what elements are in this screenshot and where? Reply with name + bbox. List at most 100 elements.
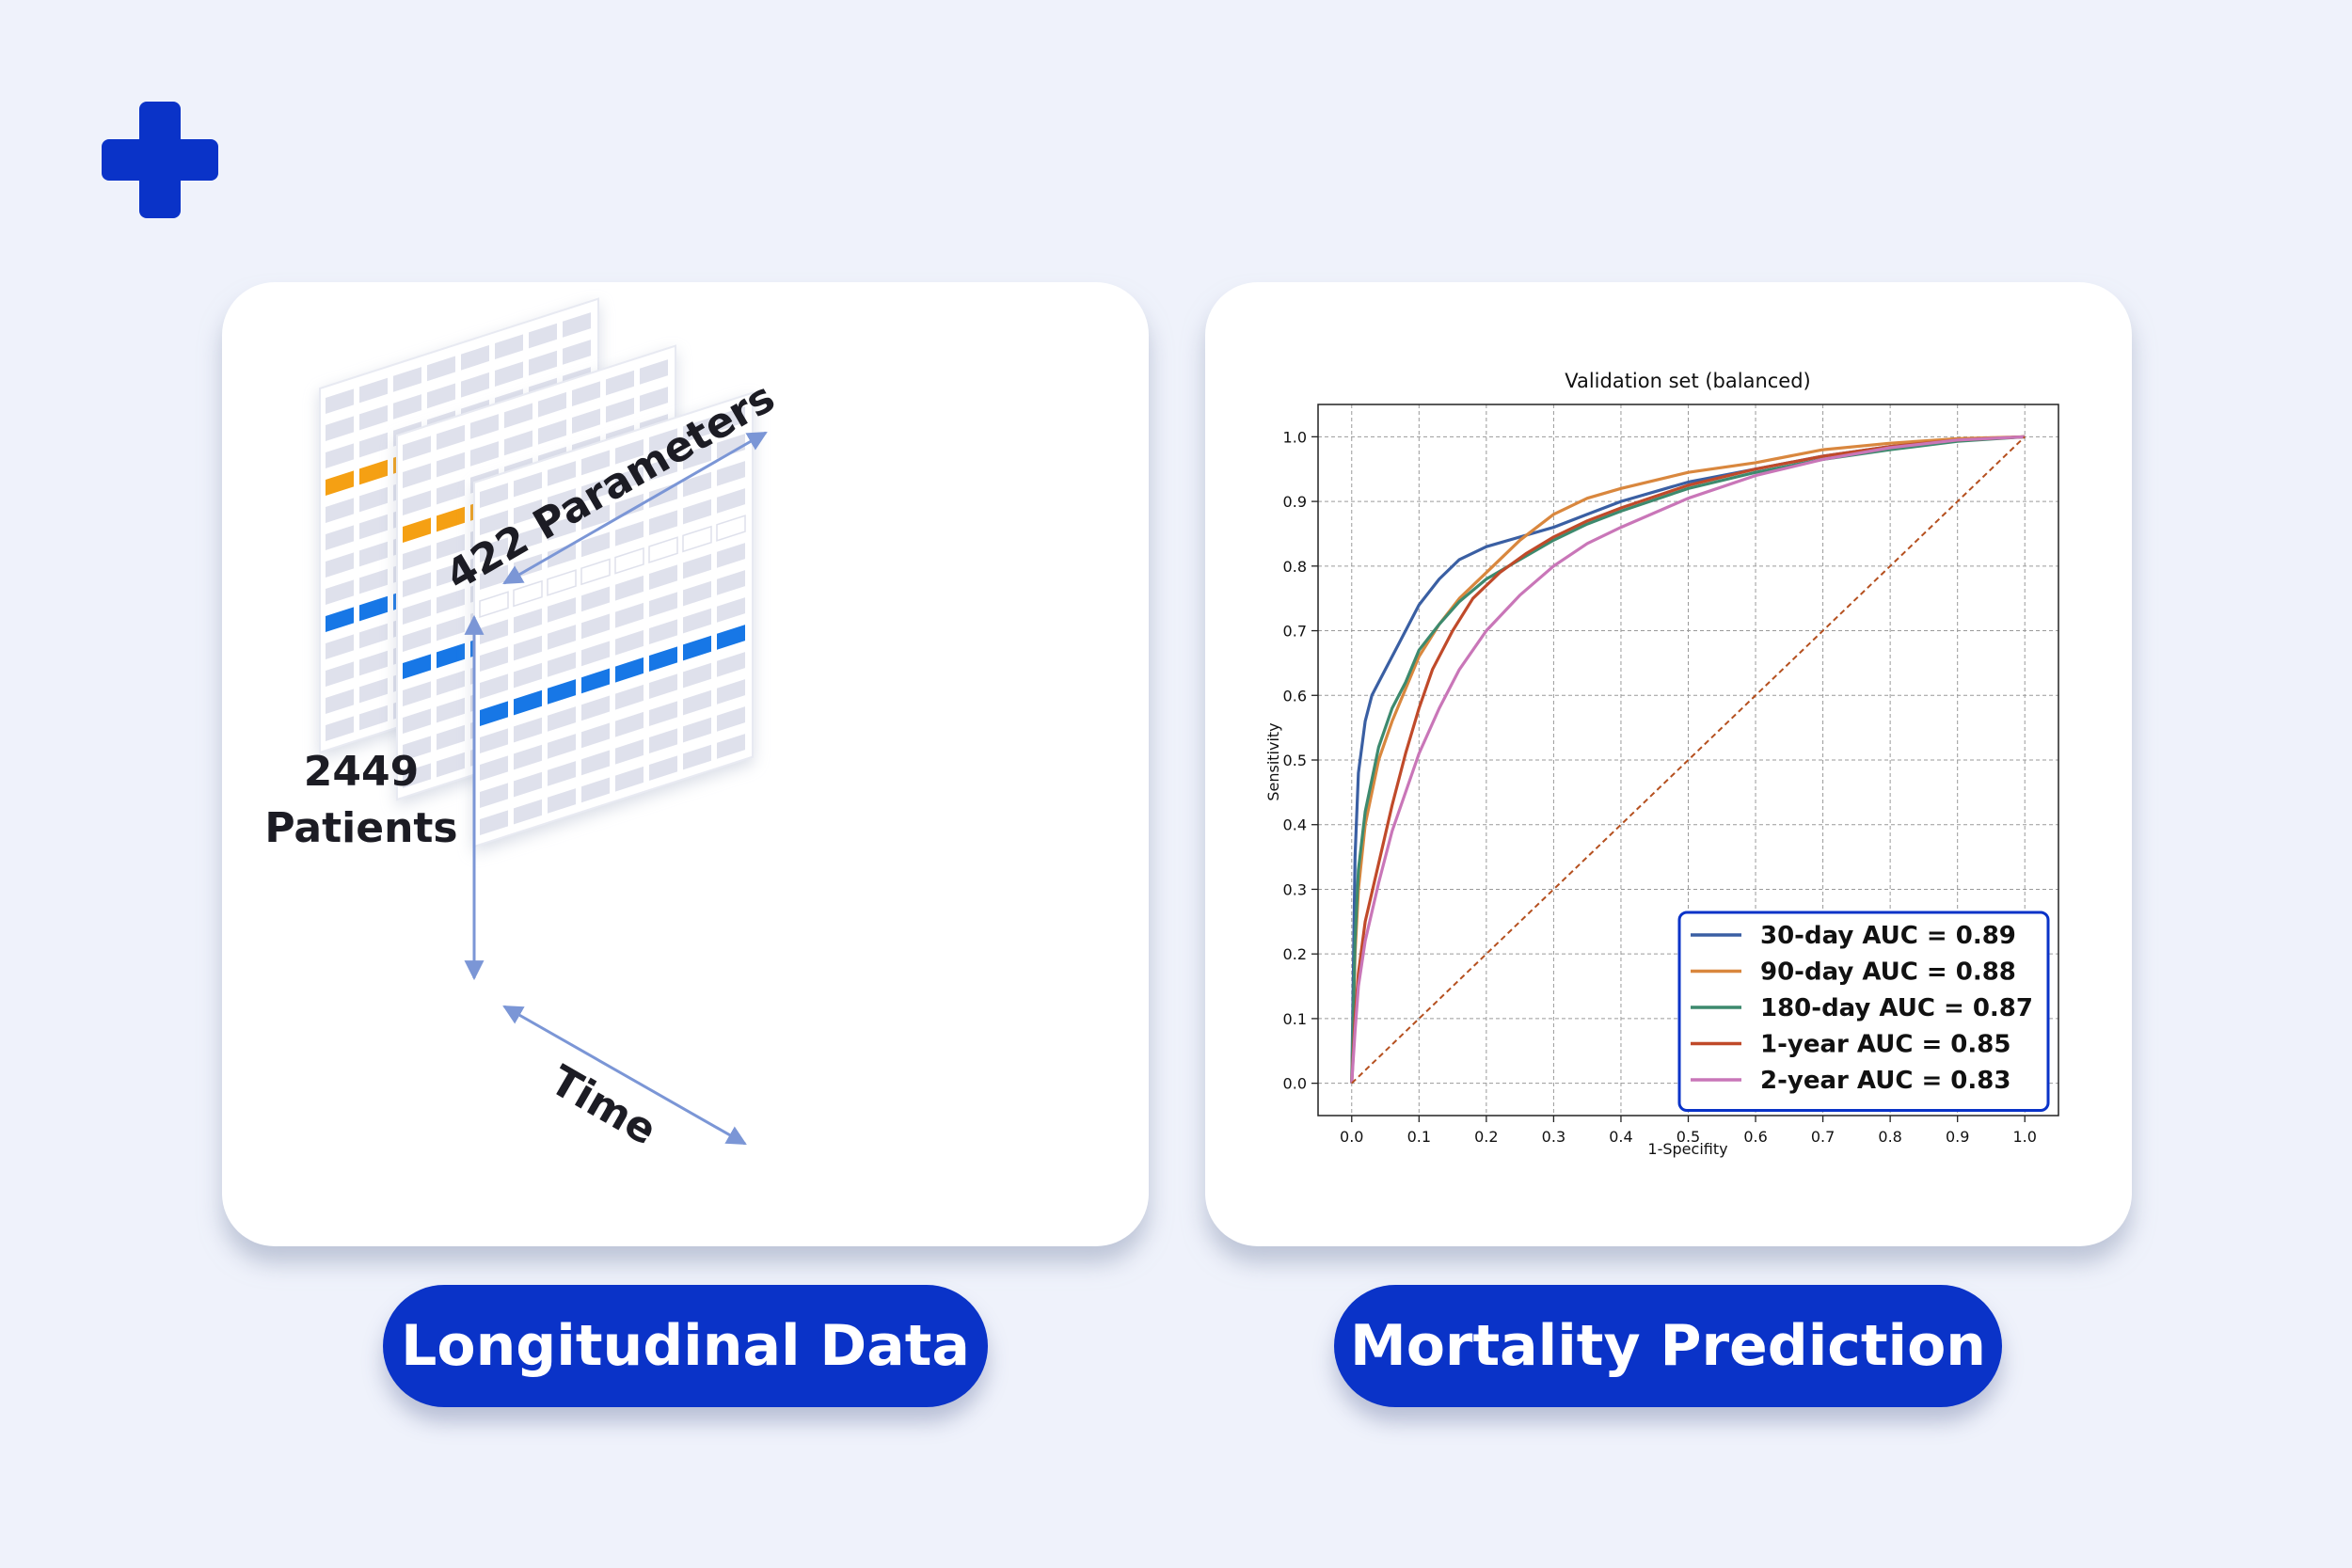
grid-cell — [437, 451, 465, 478]
grid-cell — [470, 441, 499, 467]
grid-cell — [480, 646, 508, 672]
grid-cell — [403, 463, 431, 488]
highlight-cell-blue — [717, 625, 745, 650]
grid-cell — [480, 728, 508, 753]
x-tick-label: 0.6 — [1743, 1128, 1767, 1146]
grid-cell — [683, 580, 711, 607]
x-tick-label: 0.7 — [1811, 1128, 1835, 1146]
grid-cell — [480, 810, 508, 835]
longitudinal-data-pill: Longitudinal Data — [383, 1285, 988, 1407]
x-tick-label: 0.3 — [1542, 1128, 1565, 1146]
y-tick-label: 1.0 — [1283, 428, 1307, 446]
grid-cell — [640, 387, 668, 412]
grid-cell — [514, 771, 542, 798]
grid-cell — [359, 486, 388, 513]
highlight-cell-orange — [359, 459, 388, 485]
grid-cell — [359, 404, 388, 431]
grid-cell — [615, 629, 644, 656]
grid-cell — [495, 361, 523, 387]
highlight-cell-blue — [326, 607, 354, 632]
grid-cell — [326, 689, 354, 714]
grid-cell — [717, 734, 745, 759]
x-tick-label: 0.5 — [1677, 1128, 1700, 1146]
grid-cell — [437, 561, 465, 587]
chart-lines — [1350, 435, 2026, 1085]
grid-cell — [581, 750, 610, 776]
grid-cell — [326, 443, 354, 468]
grid-cell — [572, 381, 600, 406]
grid-cell — [649, 619, 677, 644]
roc-curve — [1350, 435, 2026, 1084]
grid-cell — [649, 755, 677, 781]
grid-cell — [683, 744, 711, 770]
grid-cell — [393, 394, 421, 420]
x-tick-label: 1.0 — [2013, 1128, 2037, 1146]
grid-cell — [514, 662, 542, 689]
grid-cell — [548, 625, 576, 650]
grid-cell — [615, 711, 644, 737]
grid-cell — [649, 728, 677, 753]
grid-cell — [359, 677, 388, 704]
grid-cell — [615, 684, 644, 710]
grid-cell — [480, 673, 508, 699]
grid-cell — [717, 652, 745, 677]
grid-cell — [606, 370, 634, 396]
patients-count: 2449 — [304, 748, 419, 796]
grid-cell — [529, 350, 557, 376]
x-tick-label: 0.8 — [1878, 1128, 1901, 1146]
grid-cell — [326, 634, 354, 659]
x-tick-label: 0.2 — [1474, 1128, 1498, 1146]
grid-cell — [717, 679, 745, 705]
legend-box — [1677, 911, 2050, 1112]
grid-cell — [514, 608, 542, 634]
grid-cell — [581, 695, 610, 721]
grid-cell — [581, 641, 610, 667]
empty-cell — [479, 591, 509, 619]
grid-cell — [572, 408, 600, 434]
grid-cell — [403, 736, 431, 761]
grid-cell — [326, 552, 354, 578]
grid-cell — [326, 388, 354, 414]
grid-cell — [437, 724, 465, 751]
chart-ticks: 0.0 0.1 0.2 0.3 0.4 0.5 0.6 0.7 0.8 0.9 1.0 0.0 0.1 0… — [1283, 428, 2037, 1146]
grid-cell — [683, 662, 711, 689]
grid-cell — [359, 377, 388, 404]
grid-cell — [326, 525, 354, 550]
grid-cell — [403, 572, 431, 597]
grid-cell — [437, 588, 465, 614]
grid-cell — [538, 391, 566, 418]
grid-cell — [403, 626, 431, 652]
grid-cell — [514, 635, 542, 661]
grid-cell — [581, 777, 610, 803]
highlight-cell-blue — [359, 595, 388, 622]
grid-cell — [326, 498, 354, 523]
grid-cell — [514, 799, 542, 825]
grid-cell — [326, 579, 354, 605]
grid-cell — [683, 608, 711, 634]
highlight-cell-blue — [514, 689, 542, 716]
mortality-prediction-card: Validation set (balanced) 1-Specifity Se… — [1205, 282, 2132, 1246]
grid-cell — [359, 568, 388, 594]
grid-cell — [563, 312, 591, 338]
legend-label: 30-day AUC = 0.89 — [1760, 922, 2016, 950]
grid-cell — [437, 670, 465, 696]
grid-cell — [504, 403, 532, 429]
grid-cell — [649, 701, 677, 726]
grid-cell — [581, 722, 610, 749]
grid-cell — [717, 706, 745, 732]
grid-cell — [326, 416, 354, 441]
grid-cell — [480, 564, 508, 590]
grid-cell — [480, 619, 508, 644]
grid-cell — [640, 359, 668, 385]
highlight-cell-blue — [548, 679, 576, 705]
y-tick-label: 0.7 — [1283, 623, 1307, 641]
time-label: Time — [542, 1056, 664, 1155]
grid-cell — [548, 706, 576, 732]
x-tick-label: 0.0 — [1340, 1128, 1363, 1146]
grid-cell — [615, 602, 644, 628]
grid-cell — [606, 397, 634, 423]
legend-label: 90-day AUC = 0.88 — [1760, 958, 2016, 987]
plot-frame — [1317, 404, 2059, 1117]
x-tick-label: 0.1 — [1407, 1128, 1431, 1146]
legend-label: 2-year AUC = 0.83 — [1760, 1067, 2010, 1095]
